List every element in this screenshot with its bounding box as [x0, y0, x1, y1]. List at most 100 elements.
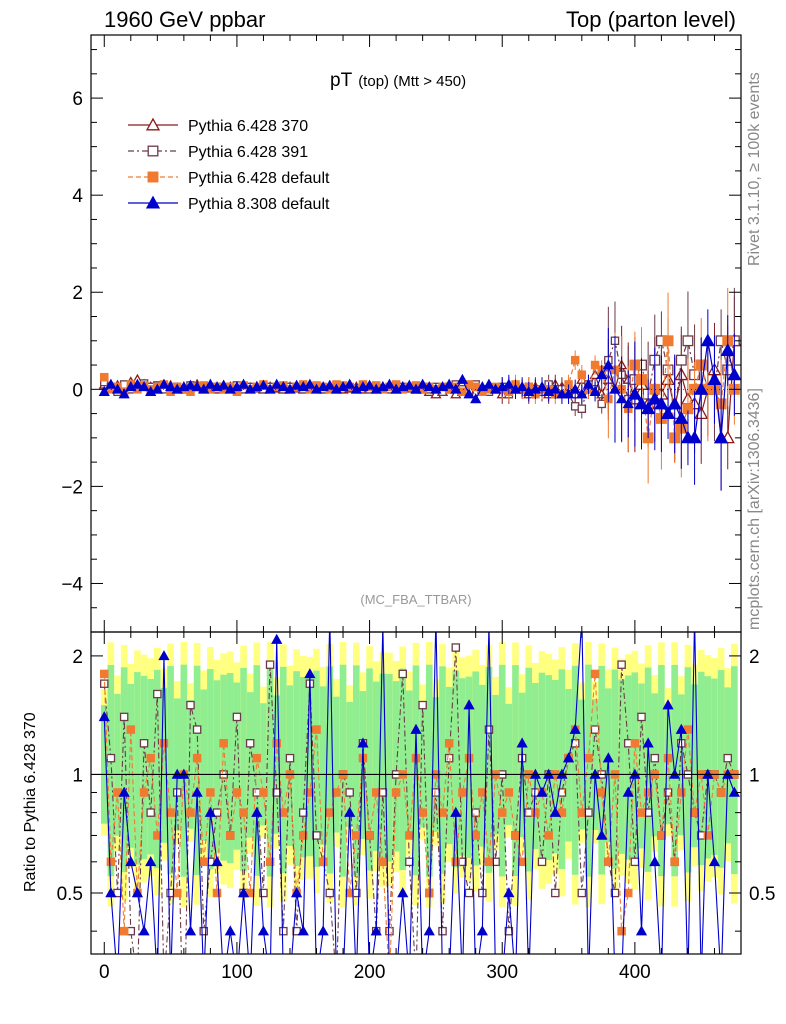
- ratio-point: [312, 725, 321, 734]
- data-point: [204, 378, 216, 389]
- ratio-band-green: [260, 703, 267, 826]
- ratio-point: [584, 753, 593, 763]
- ratio-point: [690, 808, 699, 817]
- ratio-point: [617, 660, 626, 669]
- y-tick-label: 2: [72, 283, 83, 304]
- ratio-point: [365, 831, 374, 840]
- ratio-band-green: [167, 666, 174, 875]
- data-point: [627, 386, 642, 400]
- data-point: [417, 378, 429, 389]
- ratio-band-green: [585, 664, 592, 877]
- ratio-point: [232, 712, 242, 722]
- legend-marker: [147, 145, 159, 157]
- ratio-point: [590, 669, 600, 679]
- ratio-band-green: [293, 671, 300, 866]
- ratio-point: [172, 888, 182, 898]
- data-point: [616, 393, 628, 404]
- data-point: [590, 360, 600, 370]
- ratio-point: [463, 699, 475, 710]
- data-point: [463, 388, 475, 399]
- data-point: [291, 379, 303, 390]
- ratio-point: [318, 857, 328, 867]
- ratio-band-green: [173, 698, 181, 831]
- ratio-band-green: [638, 683, 645, 849]
- ratio-point: [119, 712, 129, 722]
- ratio-point: [206, 788, 215, 797]
- ratio-point: [577, 888, 587, 898]
- ratio-band-green: [187, 700, 194, 829]
- x-tick-label: 400: [619, 962, 651, 983]
- ratio-point: [444, 739, 454, 748]
- ratio-band-green: [200, 689, 208, 841]
- ratio-band-green: [591, 699, 599, 830]
- ratio-point: [325, 888, 335, 898]
- data-point: [674, 411, 689, 424]
- ratio-band-green: [518, 692, 526, 838]
- ratio-point: [211, 855, 223, 867]
- data-point: [138, 381, 150, 392]
- ratio-point: [126, 725, 136, 734]
- ratio-band-green: [299, 676, 307, 858]
- data-point: [483, 378, 495, 389]
- data-point: [131, 378, 144, 389]
- ratio-point: [398, 669, 407, 679]
- ratio-band-green: [565, 688, 572, 842]
- data-point: [111, 383, 124, 394]
- ratio-band-green: [359, 691, 367, 839]
- data-point: [443, 378, 455, 389]
- ratio-point: [723, 753, 732, 763]
- ratio-point: [106, 753, 116, 763]
- ratio-band-green: [306, 677, 314, 857]
- ratio-point: [184, 925, 197, 936]
- chart-title: pT (top) (Mtt > 450): [330, 70, 466, 91]
- data-point: [596, 368, 608, 380]
- ratio-point: [637, 712, 646, 722]
- ratio-point: [191, 786, 203, 797]
- ratio-band-green: [704, 676, 712, 859]
- ratio-point: [484, 725, 494, 734]
- ratio-band-green: [419, 701, 426, 828]
- ratio-band-green: [100, 705, 108, 824]
- ratio-point: [106, 857, 116, 867]
- ratio-band-green: [545, 675, 552, 861]
- watermark: (MC_FBA_TTBAR): [360, 592, 471, 607]
- ratio-point: [146, 808, 155, 817]
- ratio-band-green: [399, 668, 407, 871]
- ratio-point: [199, 926, 209, 936]
- ratio-point: [650, 753, 660, 763]
- data-point: [694, 381, 709, 395]
- ratio-point: [397, 887, 409, 898]
- ratio-point: [146, 753, 155, 763]
- data-point: [271, 378, 283, 389]
- data-point: [727, 367, 741, 381]
- ratio-point: [158, 650, 170, 661]
- ratio-band-green: [154, 669, 161, 869]
- ratio-point: [577, 808, 587, 817]
- ratio-point: [371, 788, 381, 797]
- data-point: [662, 335, 674, 347]
- ratio-point: [252, 753, 262, 763]
- header-right: Top (parton level): [566, 7, 736, 32]
- ratio-point: [703, 831, 713, 840]
- ratio-point: [204, 806, 216, 817]
- ratio-point: [159, 739, 169, 748]
- data-point: [470, 393, 482, 404]
- ratio-point: [536, 786, 548, 797]
- ratio-point: [451, 643, 461, 652]
- ratio-frame: [90, 631, 742, 955]
- ratio-point: [224, 925, 236, 936]
- data-point: [667, 396, 682, 410]
- ratio-tick-label: 2: [72, 647, 83, 668]
- data-point: [602, 359, 614, 370]
- ratio-band-green: [525, 667, 533, 872]
- data-point: [597, 399, 606, 409]
- ratio-point: [345, 788, 354, 797]
- ratio-band-green: [571, 665, 579, 875]
- ratio-point: [344, 806, 356, 817]
- ratio-band-green: [691, 684, 698, 848]
- y-tick-label: 4: [72, 186, 83, 207]
- ratio-point: [504, 788, 514, 797]
- ratio-point: [675, 723, 687, 734]
- legend-label: Pythia 6.428 370: [188, 118, 308, 135]
